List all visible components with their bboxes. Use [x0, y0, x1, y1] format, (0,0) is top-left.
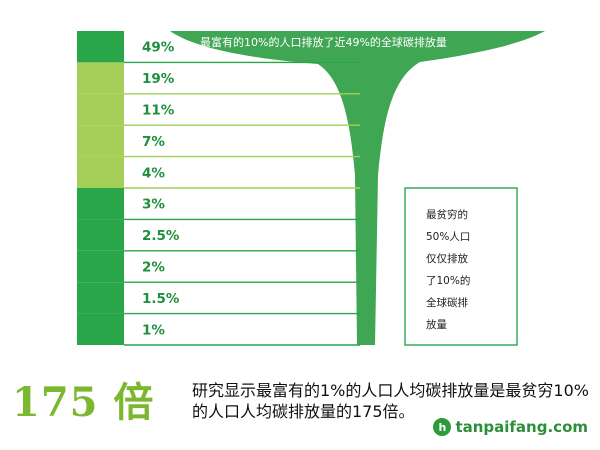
ratio-headline: 175 倍 — [12, 379, 155, 426]
row-band — [77, 156, 124, 188]
row-band — [77, 31, 124, 63]
share-label: 2% — [142, 260, 165, 276]
share-label: 2.5% — [142, 228, 180, 244]
share-label: 3% — [142, 197, 165, 213]
side-annotation: 最贫穷的 50%人口 仅仅排放 了10%的 全球碳排 放量 — [426, 209, 471, 331]
share-label: 1% — [142, 322, 165, 338]
watermark: h tanpaifang.com — [433, 418, 588, 436]
row-band — [77, 313, 124, 345]
share-label: 7% — [142, 134, 165, 150]
row-band — [77, 282, 124, 314]
caption-text: 研究显示最富有的1%的人口人均碳排放量是最贫穷10%的人口人均碳排放量的175倍… — [192, 381, 589, 421]
row-layer: 49% 19% 11% 7% 4% 3% 2.5% 2% 1.5% 1% — [124, 40, 360, 346]
share-label: 19% — [142, 71, 175, 87]
funnel-annotation: 最富有的10%的人口排放了近49%的全球碳排放量 — [200, 35, 447, 49]
row-band — [77, 250, 124, 283]
site-logo-icon: h — [433, 418, 452, 436]
poorest-half-box — [404, 187, 518, 346]
share-label: 1.5% — [142, 291, 180, 307]
row-band — [77, 62, 124, 94]
row-band — [77, 125, 124, 157]
row-band — [77, 93, 124, 126]
share-label: 49% — [142, 40, 175, 56]
row-band — [77, 219, 124, 251]
share-label: 4% — [142, 165, 165, 181]
watermark-text: tanpaifang.com — [455, 418, 588, 436]
share-label: 11% — [142, 103, 175, 119]
row-band — [77, 188, 124, 220]
